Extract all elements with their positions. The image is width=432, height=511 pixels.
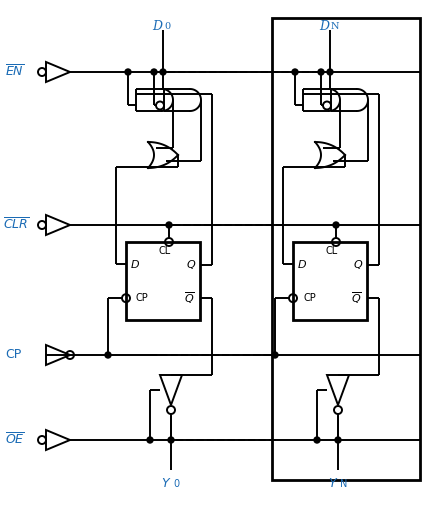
Circle shape [105, 352, 111, 358]
Circle shape [333, 222, 339, 228]
Text: $\overline{Q}$: $\overline{Q}$ [351, 290, 362, 306]
Text: $\overline{EN}$: $\overline{EN}$ [5, 64, 24, 80]
Text: N: N [340, 479, 347, 489]
Circle shape [168, 437, 174, 443]
Circle shape [272, 352, 278, 358]
Circle shape [160, 69, 166, 75]
Text: Q: Q [353, 261, 362, 270]
Text: CP: CP [136, 293, 149, 303]
Circle shape [151, 69, 157, 75]
Bar [293, 242, 367, 320]
Bar [126, 242, 200, 320]
Circle shape [147, 437, 153, 443]
Text: D: D [131, 261, 140, 270]
Text: CP: CP [5, 349, 21, 361]
Circle shape [166, 222, 172, 228]
Text: 0: 0 [164, 22, 170, 31]
Text: CL: CL [326, 246, 338, 256]
Bar [272, 18, 420, 480]
Circle shape [318, 69, 324, 75]
Text: Y: Y [328, 477, 336, 490]
Text: D: D [298, 261, 307, 270]
Text: $\overline{Q}$: $\overline{Q}$ [184, 290, 195, 306]
Text: $\overline{OE}$: $\overline{OE}$ [5, 432, 25, 448]
Circle shape [335, 437, 341, 443]
Text: Y: Y [162, 477, 169, 490]
Text: N: N [331, 22, 340, 31]
Text: D: D [152, 20, 162, 33]
Text: Q: Q [186, 261, 195, 270]
Text: D: D [319, 20, 329, 33]
Circle shape [327, 69, 333, 75]
Text: CP: CP [303, 293, 316, 303]
Text: CL: CL [159, 246, 171, 256]
Circle shape [314, 437, 320, 443]
Text: $\overline{CLR}$: $\overline{CLR}$ [3, 217, 29, 233]
Text: 0: 0 [173, 479, 179, 489]
Circle shape [125, 69, 131, 75]
Circle shape [292, 69, 298, 75]
